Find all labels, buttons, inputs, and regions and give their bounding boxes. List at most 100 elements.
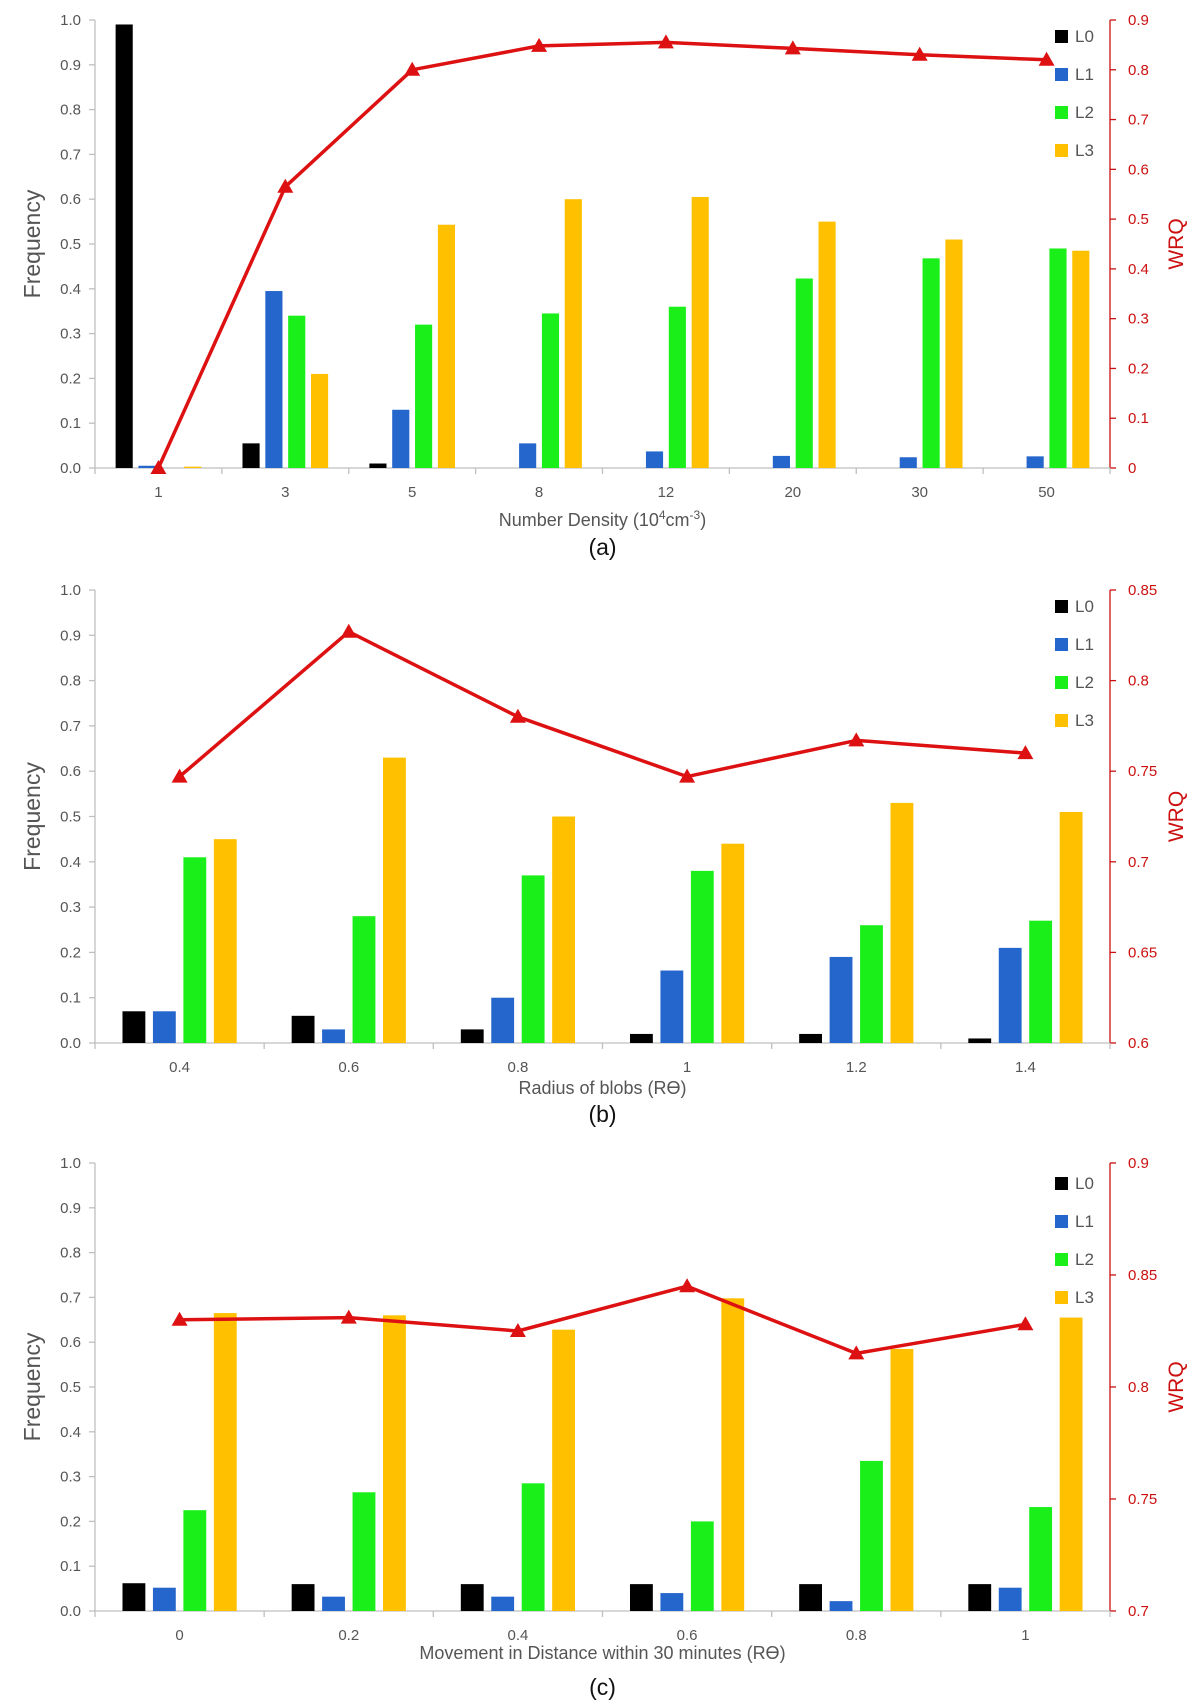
- x-tick-label: 20: [784, 484, 801, 501]
- bar-l2: [1049, 248, 1067, 468]
- y2-axis-title: WRQ: [1165, 218, 1188, 269]
- y-tick-label: 0.2: [60, 370, 81, 387]
- y-tick-label: 0.3: [60, 326, 81, 343]
- y-axis-title: Frequency: [19, 762, 45, 871]
- bar-l0: [291, 1015, 315, 1043]
- bar-l2: [690, 870, 714, 1043]
- bar-l2: [521, 1483, 545, 1611]
- bar-l0: [799, 1033, 822, 1043]
- legend-label-l0: L0: [1075, 27, 1094, 46]
- legend-label-l2: L2: [1075, 103, 1094, 122]
- x-tick-label: 12: [658, 484, 675, 501]
- wrq-point: [531, 37, 548, 52]
- legend-label-l1: L1: [1075, 65, 1094, 84]
- bar-l1: [660, 1593, 684, 1611]
- bar-l3: [184, 466, 202, 468]
- x-tick-label: 0.2: [338, 1627, 359, 1644]
- bar-l1: [1026, 456, 1044, 468]
- y-tick-label: 1.0: [60, 582, 81, 599]
- bar-l0: [799, 1584, 822, 1611]
- bar-l3: [383, 757, 406, 1043]
- y2-tick-label: 0.6: [1128, 161, 1149, 178]
- y-tick-label: 0.1: [60, 415, 81, 432]
- x-tick-label: 1.4: [1015, 1059, 1036, 1076]
- y2-axis-title: WRQ: [1165, 791, 1188, 842]
- panel-caption: (b): [588, 1101, 616, 1127]
- wrq-point: [340, 1309, 357, 1324]
- bar-l3: [890, 802, 914, 1043]
- bar-l3: [213, 1313, 237, 1611]
- bar-l1: [138, 465, 156, 468]
- bar-l2: [288, 315, 306, 468]
- legend-label-l3: L3: [1075, 711, 1094, 730]
- y2-tick-label: 0.8: [1128, 673, 1149, 690]
- x-tick-label: 1: [683, 1059, 691, 1076]
- y2-tick-label: 0.6: [1128, 1035, 1149, 1052]
- wrq-point: [509, 1323, 526, 1337]
- bar-l3: [818, 221, 836, 468]
- bar-l3: [945, 239, 963, 468]
- y-tick-label: 0.3: [60, 899, 81, 916]
- legend-swatch-l3: [1055, 1291, 1068, 1304]
- y-axis-title: Frequency: [19, 189, 45, 298]
- x-axis-title: Number Density (104cm-3): [499, 508, 706, 530]
- bar-l0: [242, 443, 260, 468]
- legend-swatch-l0: [1055, 30, 1068, 43]
- wrq-point: [848, 732, 865, 747]
- x-axis-title-part: Number Density (10: [499, 510, 659, 530]
- bar-l1: [152, 1011, 176, 1043]
- legend-label-l2: L2: [1075, 673, 1094, 692]
- bar-l1: [899, 457, 917, 468]
- wrq-point: [171, 768, 188, 783]
- bar-l0: [122, 1583, 146, 1611]
- bar-l2: [352, 916, 376, 1043]
- legend-label-l3: L3: [1075, 141, 1094, 160]
- x-axis-title-part: -3: [690, 508, 701, 522]
- x-axis-title-part: 4: [659, 508, 666, 522]
- bar-l3: [691, 196, 709, 468]
- x-tick-label: 0.8: [507, 1059, 528, 1076]
- bar-l2: [541, 313, 560, 468]
- bar-l2: [690, 1521, 714, 1611]
- y2-tick-label: 0.65: [1128, 944, 1157, 961]
- bar-l1: [772, 455, 790, 468]
- bar-l3: [1072, 250, 1090, 468]
- bar-l0: [968, 1584, 992, 1611]
- bar-l0: [369, 463, 387, 468]
- y-tick-label: 0.5: [60, 236, 81, 253]
- bar-l2: [1029, 920, 1053, 1043]
- wrq-point: [277, 178, 294, 193]
- bar-l1: [519, 443, 537, 468]
- bar-l2: [1029, 1507, 1053, 1611]
- bar-l1: [152, 1587, 176, 1611]
- wrq-point: [150, 460, 167, 474]
- bar-l3: [383, 1315, 406, 1611]
- legend-swatch-l3: [1055, 144, 1068, 157]
- x-tick-label: 0.6: [338, 1059, 359, 1076]
- bar-l3: [552, 816, 576, 1043]
- y-tick-label: 0.6: [60, 763, 81, 780]
- bar-l1: [829, 1601, 853, 1611]
- bar-l3: [437, 224, 456, 468]
- panel-caption: (c): [589, 1674, 616, 1700]
- bar-l1: [998, 1587, 1022, 1611]
- bar-l2: [183, 1510, 207, 1611]
- y2-tick-label: 0.1: [1128, 410, 1149, 427]
- wrq-line: [179, 1284, 1026, 1356]
- y2-tick-label: 0.3: [1128, 311, 1149, 328]
- y-tick-label: 0.1: [60, 990, 81, 1007]
- y-tick-label: 0.7: [60, 1289, 81, 1306]
- bar-l1: [392, 409, 410, 468]
- legend-label-l1: L1: [1075, 1212, 1094, 1231]
- wrq-point: [171, 1311, 188, 1326]
- y2-tick-label: 0.85: [1128, 1267, 1157, 1284]
- y-tick-label: 0.7: [60, 146, 81, 163]
- y2-tick-label: 0.5: [1128, 211, 1149, 228]
- bar-l1: [645, 451, 664, 468]
- bar-l2: [922, 258, 940, 468]
- y2-tick-label: 0: [1128, 460, 1136, 477]
- y-tick-label: 1.0: [60, 1155, 81, 1172]
- x-tick-label: 3: [281, 484, 289, 501]
- bar-l2: [415, 324, 433, 468]
- x-axis-title-part: ): [700, 510, 706, 530]
